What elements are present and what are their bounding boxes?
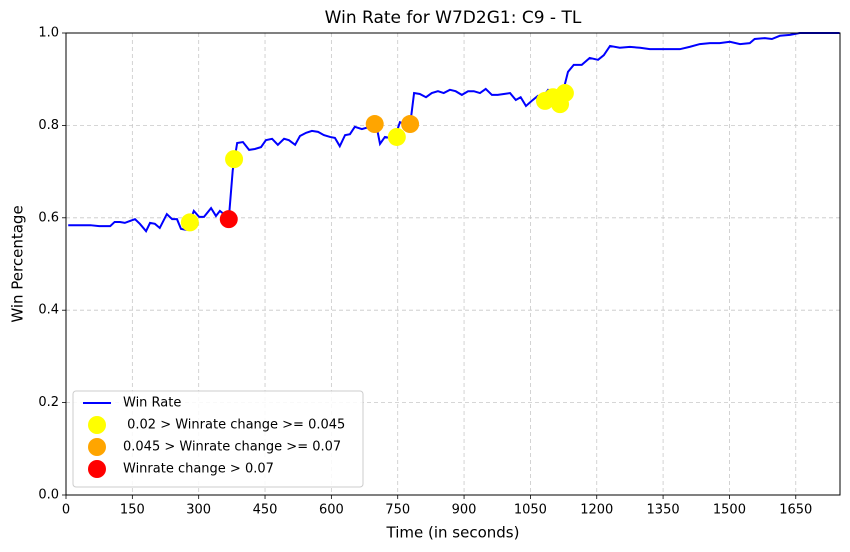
x-tick-label: 750 <box>385 503 410 518</box>
legend-swatch <box>88 416 106 434</box>
plot-frame <box>65 32 841 496</box>
x-tick-label: 150 <box>120 503 145 518</box>
y-tick-label: 0.6 <box>38 210 59 225</box>
win-rate-line <box>68 32 840 234</box>
x-tick-label: 1200 <box>580 503 613 518</box>
point <box>225 150 244 169</box>
y-tick-label: 0.8 <box>38 118 59 133</box>
point <box>387 127 406 146</box>
point <box>219 210 238 229</box>
legend-label: Win Rate <box>123 396 181 411</box>
y-tick-label: 0.4 <box>38 303 59 318</box>
point <box>180 213 199 232</box>
x-tick-label: 600 <box>319 503 344 518</box>
x-tick-label: 1050 <box>514 503 547 518</box>
y-axis-label: Win Percentage <box>9 205 27 322</box>
legend-swatch <box>88 438 106 456</box>
x-tick-label: 450 <box>253 503 278 518</box>
x-tick-label: 0 <box>62 503 70 518</box>
y-tick-label: 0.2 <box>38 395 59 410</box>
x-tick-label: 1350 <box>647 503 680 518</box>
legend-label: Winrate change > 0.07 <box>123 462 274 477</box>
x-axis-label: Time (in seconds) <box>386 524 520 542</box>
x-tick-label: 1500 <box>713 503 746 518</box>
y-tick-label: 1.0 <box>38 26 59 41</box>
point <box>555 84 574 103</box>
chart-title: Win Rate for W7D2G1: C9 - TL <box>325 8 582 28</box>
legend-swatch <box>88 460 106 478</box>
point <box>401 115 420 134</box>
x-tick-label: 300 <box>186 503 211 518</box>
legend-label: 0.02 > Winrate change >= 0.045 <box>123 418 345 433</box>
point <box>365 115 384 134</box>
legend-label: 0.045 > Winrate change >= 0.07 <box>123 440 341 455</box>
x-tick-label: 900 <box>452 503 477 518</box>
x-tick-label: 1650 <box>779 503 812 518</box>
y-tick-label: 0.0 <box>38 488 59 503</box>
legend-box <box>72 390 364 488</box>
